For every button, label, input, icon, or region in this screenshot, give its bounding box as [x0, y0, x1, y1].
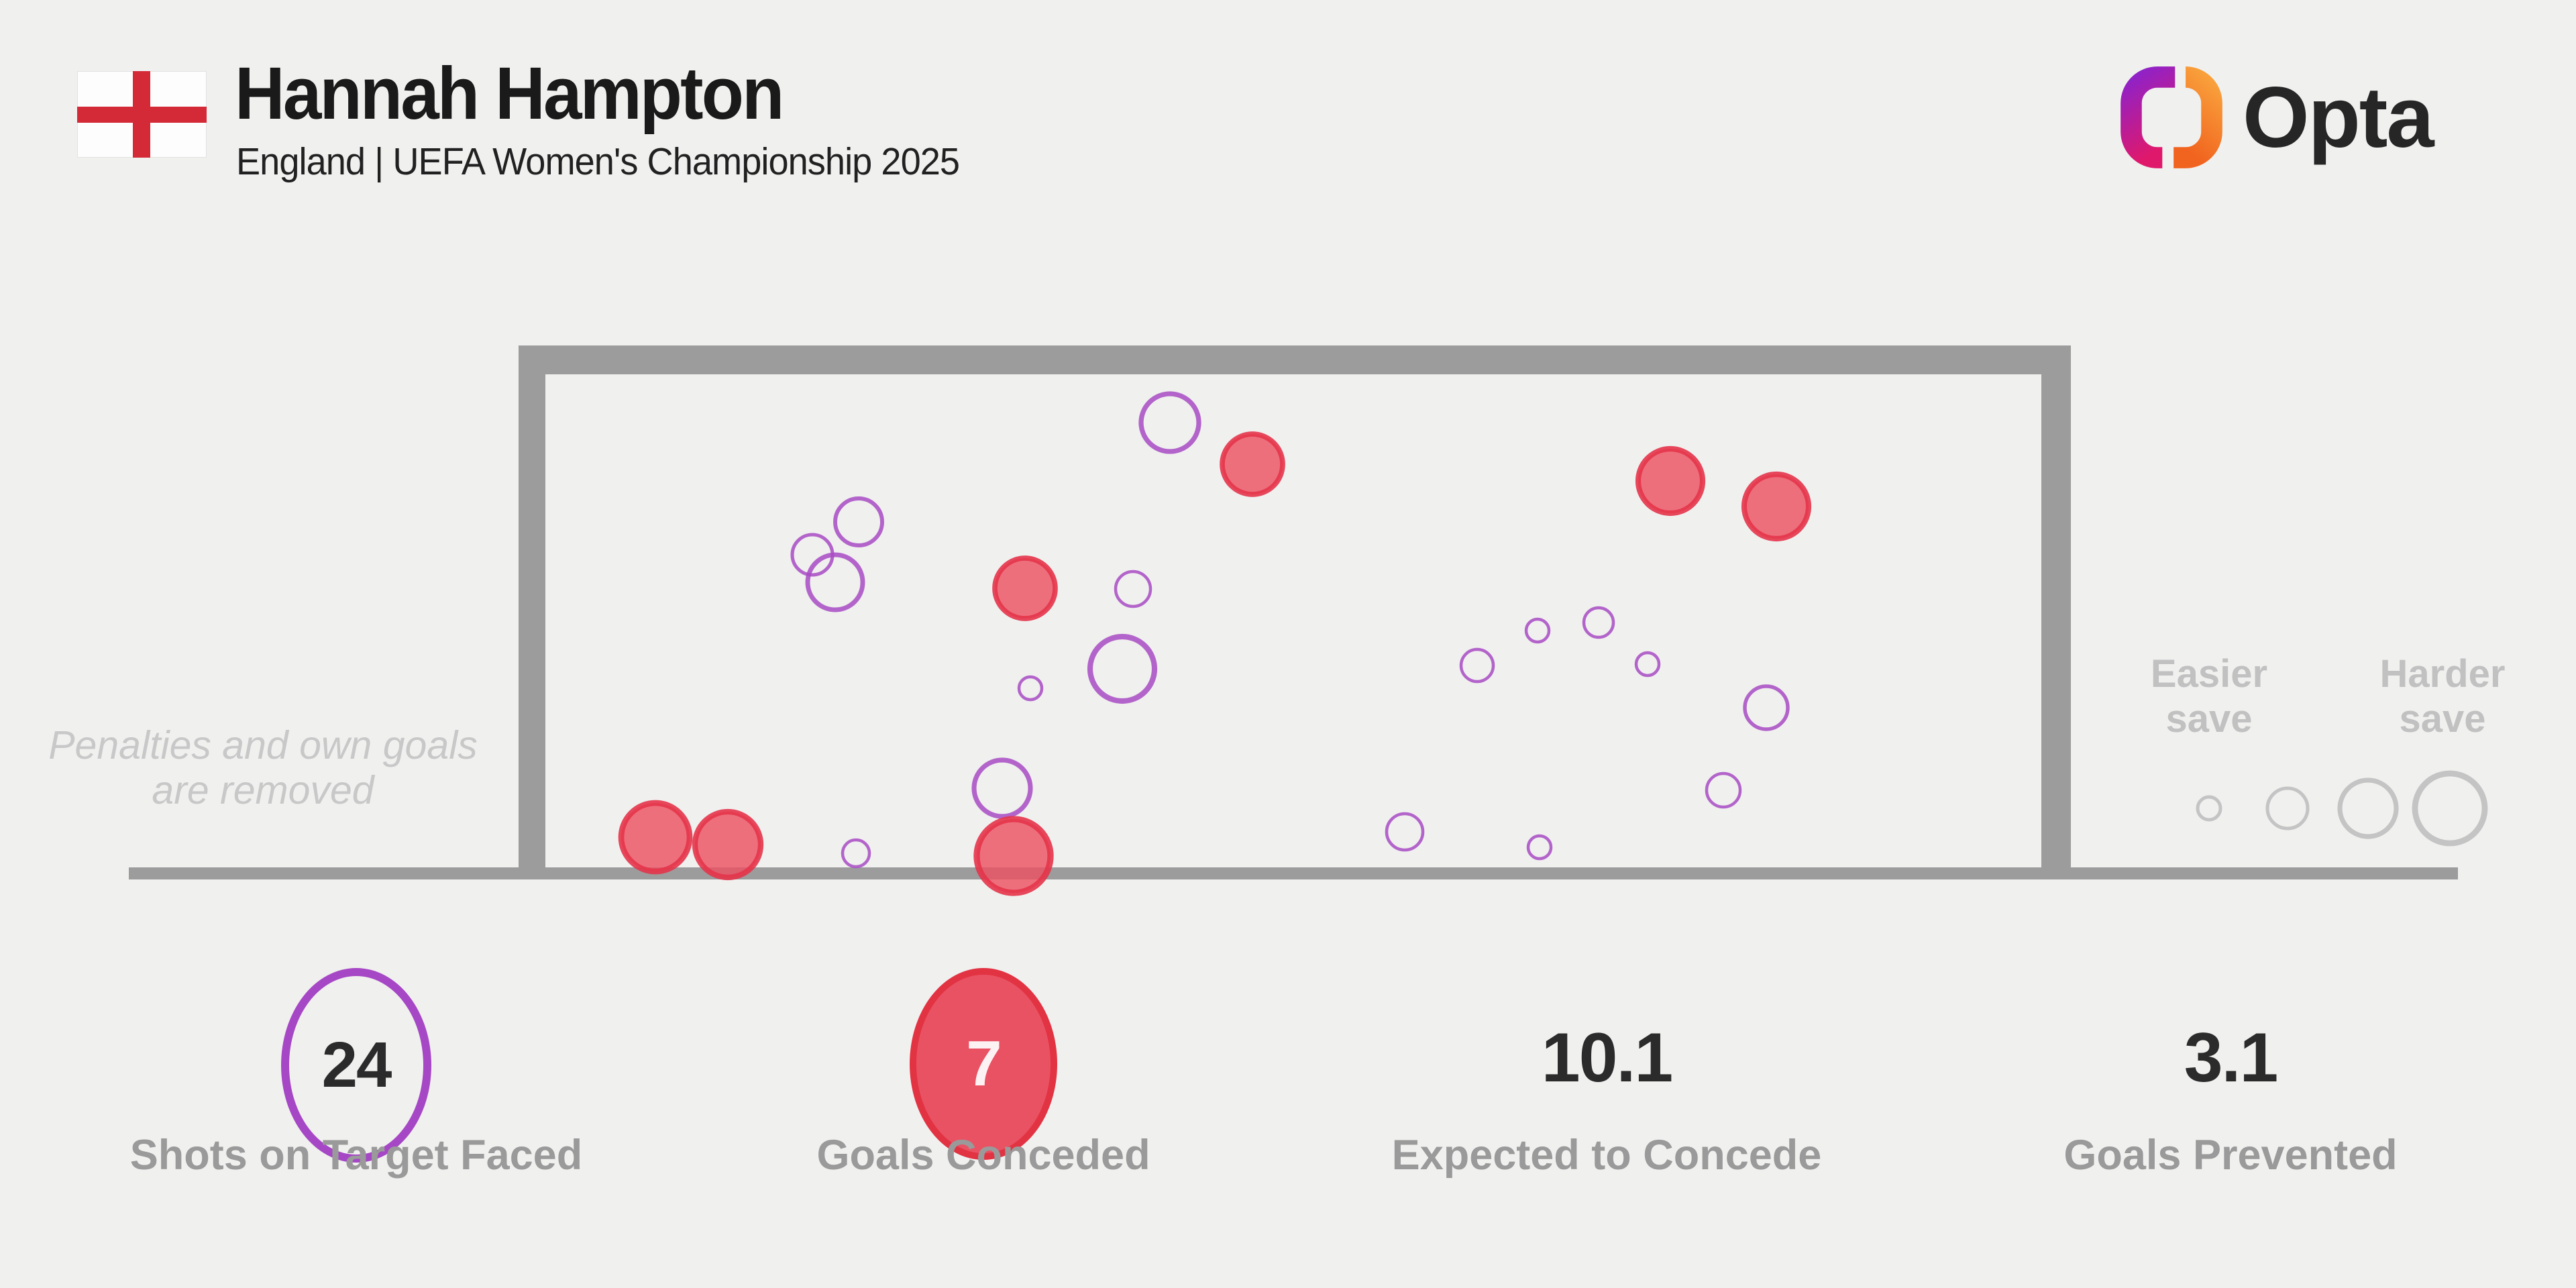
shot-markers: [618, 391, 1812, 896]
expected-concede-label: Expected to Concede: [1391, 1132, 1822, 1179]
goals-prevented-value: 3.1: [2184, 1019, 2279, 1097]
goals-conceded-circle: 7: [910, 968, 1057, 1160]
expected-concede-value: 10.1: [1541, 1019, 1673, 1097]
penalties-note: Penalties and own goals are removed: [48, 723, 478, 813]
goals-prevented-label: Goals Prevented: [2063, 1132, 2398, 1179]
opta-mark-icon: [2121, 66, 2222, 168]
goal-crossbar: [519, 345, 2071, 374]
goals-conceded-label: Goals Conceded: [816, 1132, 1150, 1179]
goal-post-right: [2041, 345, 2071, 867]
goal-post-left: [519, 345, 545, 867]
england-flag: [77, 71, 207, 158]
goals-conceded-value: 7: [966, 1028, 1002, 1099]
legend-harder-save-label: Harder save: [2379, 652, 2506, 741]
shots-faced-value: 24: [321, 1029, 392, 1101]
opta-logo: Opta: [2118, 64, 2494, 172]
legend-easier-save-label: Easier save: [2150, 652, 2268, 741]
shots-faced-label: Shots on Target Faced: [129, 1132, 583, 1179]
goal-line: [129, 867, 2458, 879]
page-subtitle: England | UEFA Women's Championship 2025: [236, 140, 960, 183]
save-difficulty-legend-circles: [2196, 770, 2488, 847]
opta-wordmark: Opta: [2243, 70, 2434, 166]
flag-cross-horizontal: [77, 107, 207, 123]
page-title: Hannah Hampton: [235, 52, 784, 135]
